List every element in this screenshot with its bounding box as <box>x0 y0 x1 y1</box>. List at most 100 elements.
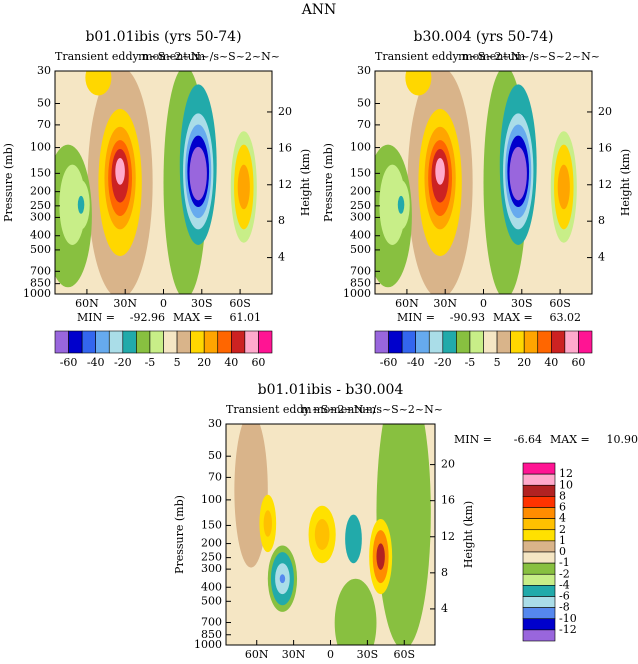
colorbar-label: 40 <box>544 356 558 369</box>
colorbar-box <box>108 330 124 354</box>
y-tick-label: 1000 <box>343 287 371 300</box>
stat-label: MAX = <box>493 311 533 324</box>
contour-region <box>376 424 431 645</box>
y2-tick-label: 20 <box>441 458 455 471</box>
colorbar-box <box>522 484 556 497</box>
colorbar-label: 0 <box>559 545 566 558</box>
contour-region <box>509 146 527 201</box>
colorbar-box <box>388 330 403 354</box>
panel-subtitle: Transient eddy momentum <box>375 50 526 63</box>
y-tick-label: 500 <box>30 243 51 256</box>
stat-label: MIN = <box>77 311 115 324</box>
colorbar-label: -5 <box>145 356 156 369</box>
colorbar-box <box>149 330 164 354</box>
colorbar-box <box>578 330 593 354</box>
colorbar-box <box>510 330 525 354</box>
colorbar-label: -20 <box>114 356 132 369</box>
y-tick-label: 500 <box>201 594 222 607</box>
y2-tick-label: 20 <box>278 105 292 118</box>
y-tick-label: 400 <box>30 229 51 242</box>
y-axis-label: Pressure (mb) <box>322 143 335 222</box>
y2-tick-label: 8 <box>598 214 605 227</box>
colorbar-label: 20 <box>197 356 211 369</box>
panel-subtitle: Transient eddy momentum <box>226 403 377 416</box>
y-tick-label: 70 <box>208 470 222 483</box>
contour-region <box>234 424 268 568</box>
colorbar-box <box>496 330 511 354</box>
colorbar-label: 60 <box>251 356 265 369</box>
colorbar-label: -5 <box>465 356 476 369</box>
y-tick-label: 250 <box>201 551 222 564</box>
contour-region <box>405 71 432 96</box>
contour-field <box>55 71 272 294</box>
y2-tick-label: 12 <box>598 178 612 191</box>
colorbar-label: -8 <box>559 601 570 614</box>
contour-region <box>279 574 286 584</box>
contour-region <box>115 157 125 185</box>
contour-region <box>314 519 330 550</box>
colorbar-label: 5 <box>494 356 501 369</box>
y-tick-label: 250 <box>350 199 371 212</box>
colorbar-label: 5 <box>174 356 181 369</box>
colorbar-box <box>68 330 83 354</box>
y-tick-label: 100 <box>30 141 51 154</box>
y2-tick-label: 16 <box>441 494 455 507</box>
y-axis-label: Pressure (mb) <box>173 495 186 574</box>
y-tick-label: 100 <box>201 493 222 506</box>
colorbar-label: 20 <box>517 356 531 369</box>
y-tick-label: 50 <box>208 449 222 462</box>
y-tick-label: 400 <box>350 229 371 242</box>
colorbar-box <box>522 562 556 575</box>
colorbar-box <box>81 330 96 354</box>
contour-field <box>375 71 592 294</box>
contour-region <box>376 543 385 570</box>
contour-region <box>397 195 405 214</box>
stat-value: 61.01 <box>230 311 262 324</box>
panel-units: m~S~2~N~/s~S~2~N~ <box>138 50 280 63</box>
stat-label: MIN = <box>454 433 492 446</box>
colorbar-box <box>190 330 205 354</box>
y-tick-label: 850 <box>201 628 222 641</box>
colorbar-label: 1 <box>559 534 566 547</box>
y2-axis-label: Height (km) <box>462 501 475 568</box>
contour-region <box>189 146 207 201</box>
colorbar-box <box>401 330 416 354</box>
y-axis-label: Pressure (mb) <box>2 143 15 222</box>
y2-tick-label: 4 <box>598 251 605 264</box>
colorbar-box <box>122 330 137 354</box>
colorbar-box <box>522 496 556 508</box>
colorbar-label: -40 <box>87 356 105 369</box>
colorbar-box <box>203 330 219 354</box>
panel-title: b30.004 (yrs 50-74) <box>414 29 554 45</box>
x-tick-label: 30S <box>191 297 213 310</box>
colorbar-box <box>456 330 471 354</box>
y-tick-label: 30 <box>357 64 371 77</box>
contour-region <box>557 164 570 210</box>
y-tick-label: 30 <box>208 417 222 430</box>
colorbar-box <box>374 330 389 354</box>
y-tick-label: 50 <box>37 96 51 109</box>
y-tick-label: 1000 <box>23 287 51 300</box>
y2-tick-label: 16 <box>598 141 612 154</box>
y2-tick-label: 4 <box>441 602 448 615</box>
colorbar-box <box>522 518 556 531</box>
panel-units: m~S~2~N~/s~S~2~N~ <box>458 50 600 63</box>
stat-value: 10.90 <box>607 433 638 446</box>
y-tick-label: 50 <box>357 96 371 109</box>
colorbar-box <box>54 330 69 354</box>
stat-value: 63.02 <box>550 311 582 324</box>
colorbar-label: 40 <box>224 356 238 369</box>
y2-axis-label: Height (km) <box>299 149 312 216</box>
panel-title: b01.01ibis - b30.004 <box>258 382 404 398</box>
colorbar-box <box>244 330 259 354</box>
colorbar-label: -20 <box>434 356 452 369</box>
y-tick-label: 1000 <box>194 638 222 651</box>
colorbar-box <box>522 585 556 597</box>
colorbar-label: -1 <box>559 556 570 569</box>
contour-region <box>85 71 112 96</box>
contour-region <box>77 195 85 214</box>
colorbar-box <box>415 330 430 354</box>
y-tick-label: 70 <box>357 118 371 131</box>
x-tick-label: 0 <box>480 297 487 310</box>
colorbar-box <box>483 330 498 354</box>
